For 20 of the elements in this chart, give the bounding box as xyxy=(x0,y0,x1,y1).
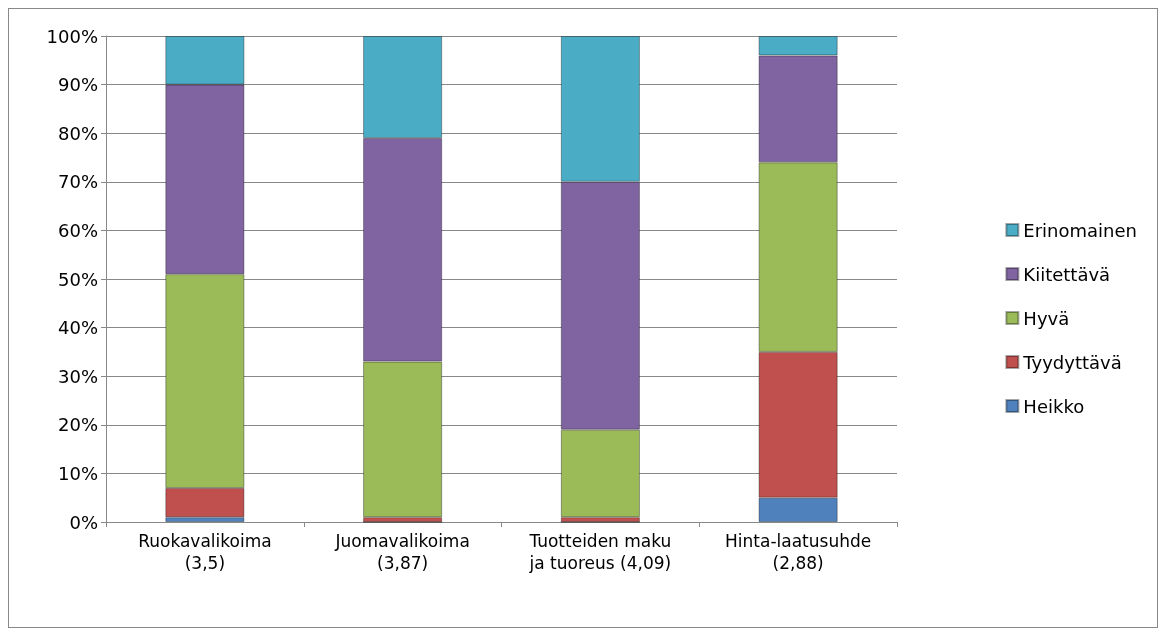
y-tick-label: 40% xyxy=(57,317,98,339)
x-tick-label: Ruokavalikoima (3,5) xyxy=(138,531,272,573)
y-tick-label: 0% xyxy=(69,511,98,533)
legend-label: Kiitettävä xyxy=(1023,263,1111,285)
x-tick-label: Hinta-laatusuhde (2,88) xyxy=(725,531,872,573)
y-tick-label: 50% xyxy=(57,268,98,290)
y-tick-label: 30% xyxy=(57,365,98,387)
y-tick-label: 100% xyxy=(46,25,98,47)
y-tick-label: 90% xyxy=(57,74,98,96)
legend-label: Erinomainen xyxy=(1023,219,1137,241)
x-tick-label: Tuotteiden maku ja tuoreus (4,09) xyxy=(528,531,672,573)
y-tick-label: 80% xyxy=(57,122,98,144)
y-tick-label: 60% xyxy=(57,219,98,241)
y-tick-label: 20% xyxy=(57,414,98,436)
x-tick-label: Juomavalikoima (3,87) xyxy=(334,531,470,573)
y-tick-label: 10% xyxy=(57,462,98,484)
legend-label: Hyvä xyxy=(1023,307,1070,329)
legend-label: Tyydyttävä xyxy=(1022,351,1122,373)
legend-label: Heikko xyxy=(1023,395,1085,417)
y-tick-label: 70% xyxy=(57,171,98,193)
